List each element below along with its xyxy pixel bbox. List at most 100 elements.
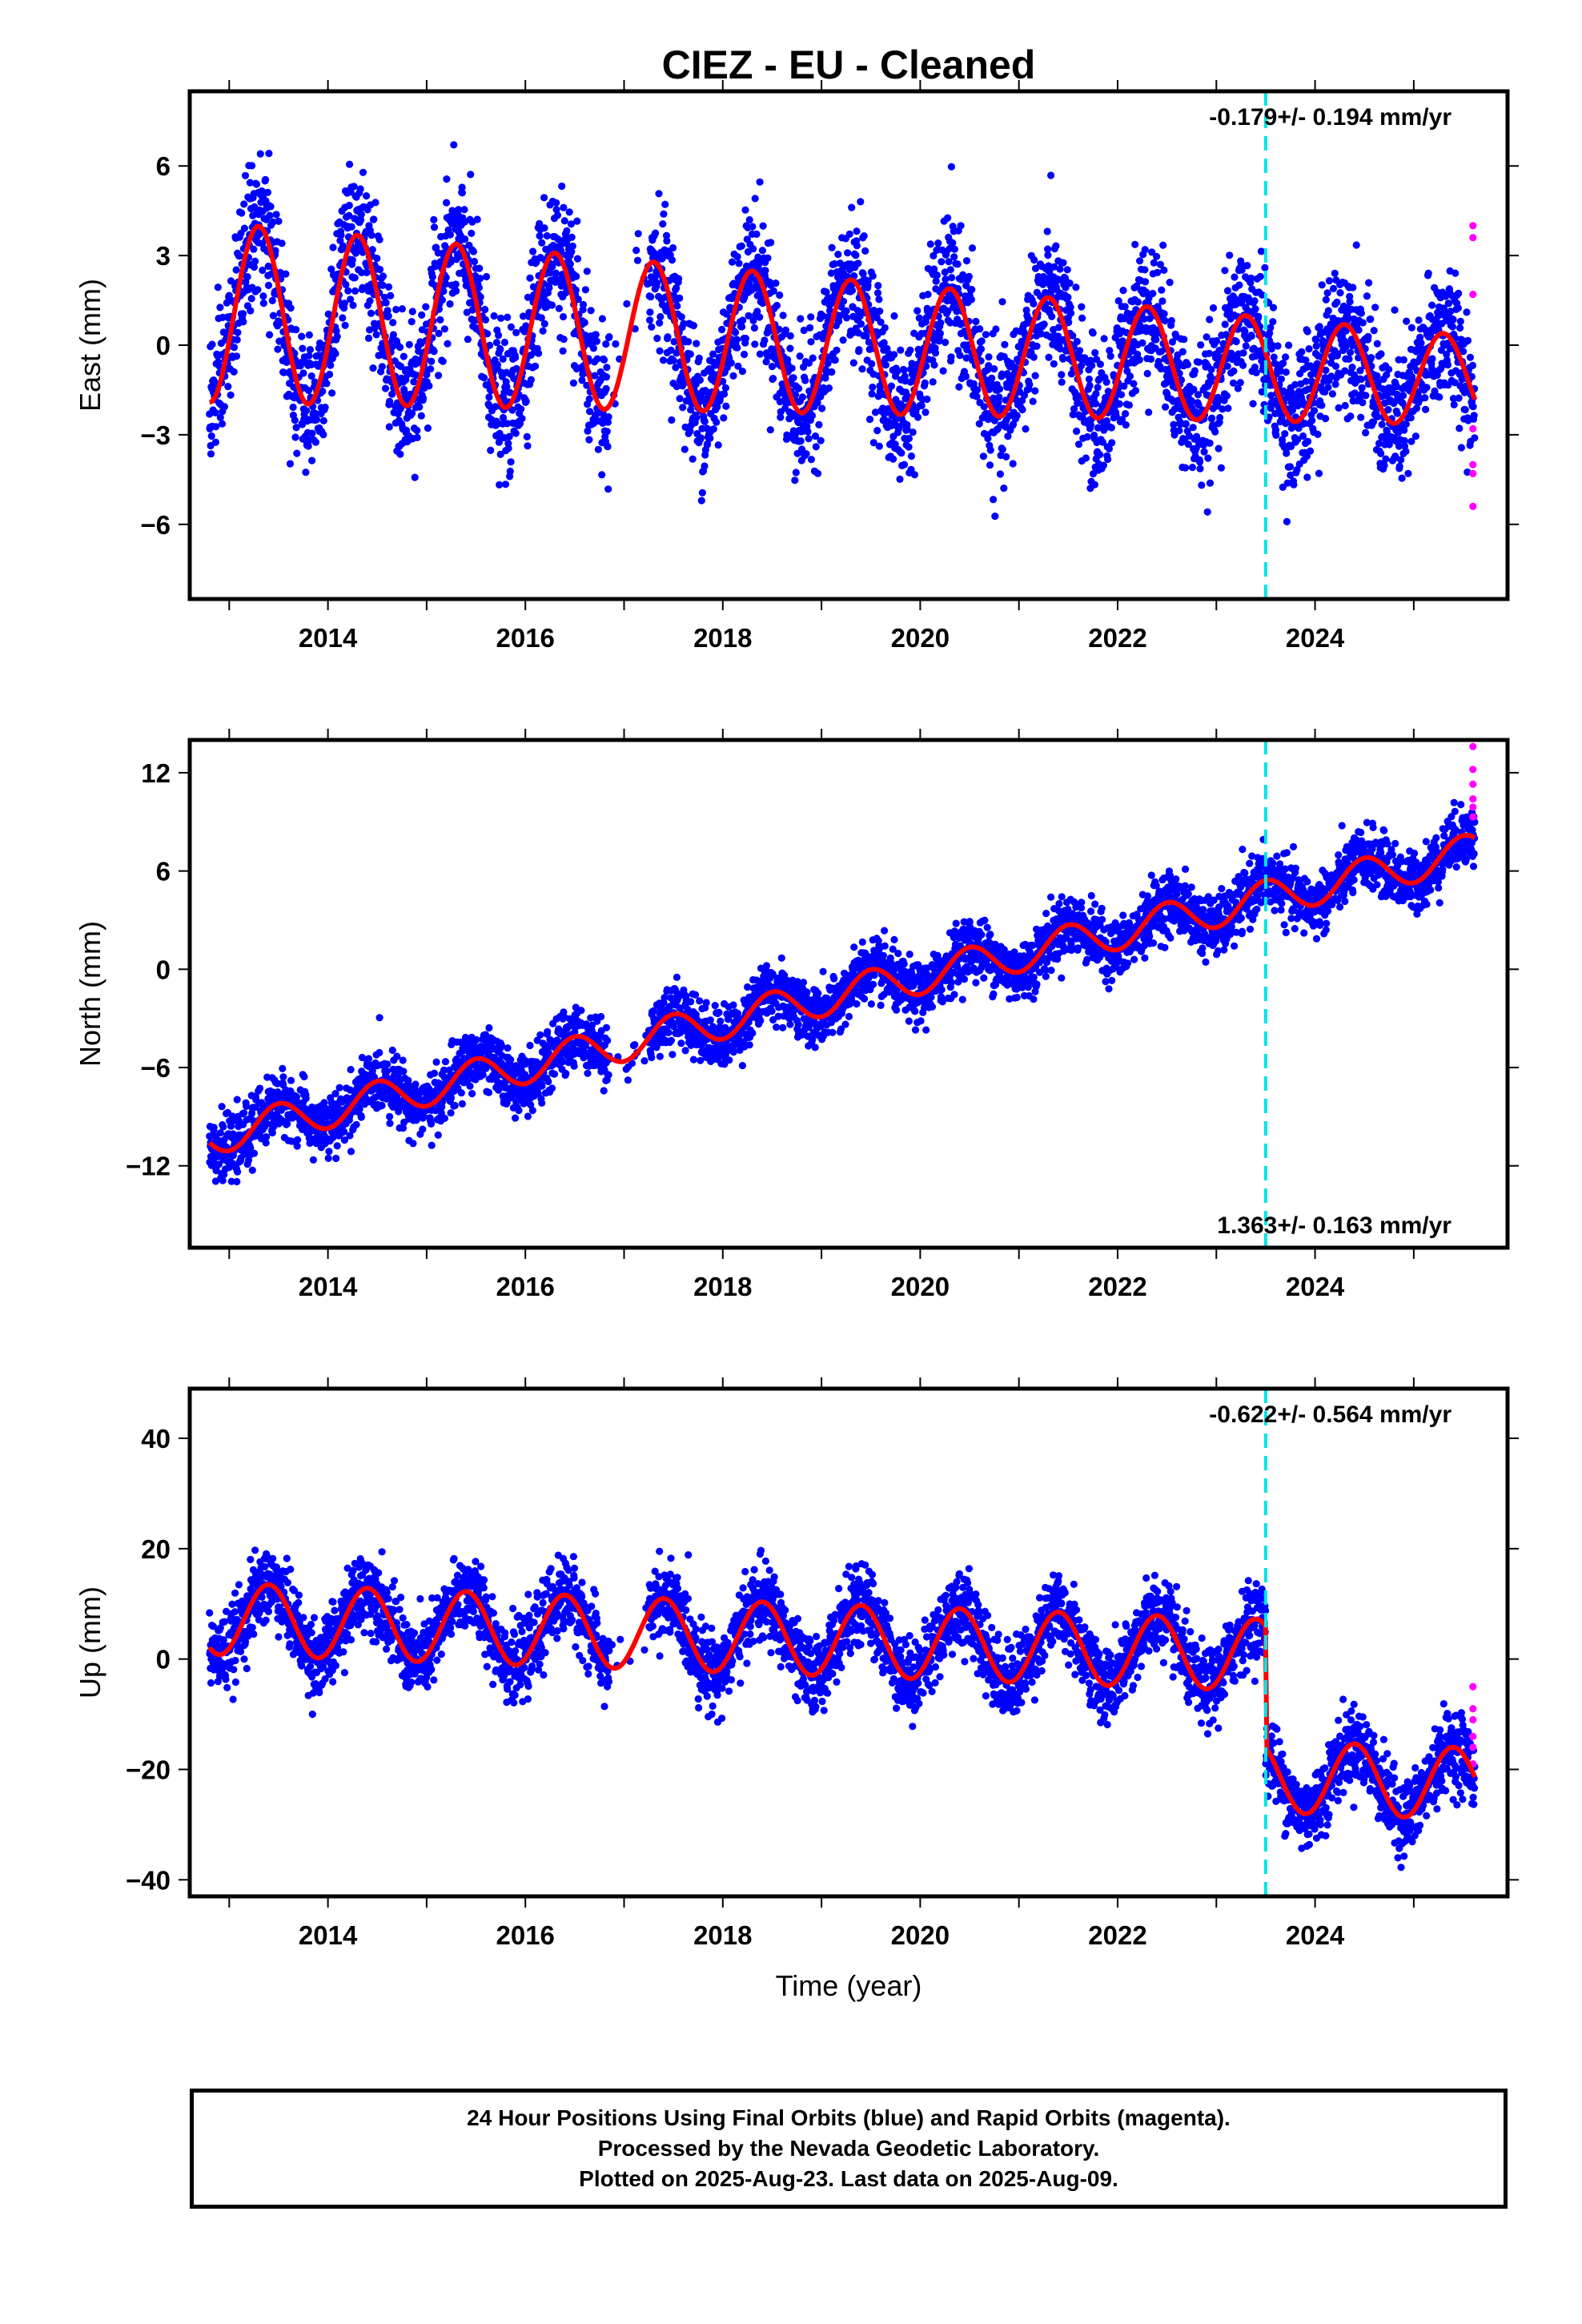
data-point xyxy=(262,1139,270,1147)
data-point xyxy=(634,230,642,238)
data-point xyxy=(738,368,747,376)
data-point xyxy=(834,251,842,259)
data-point xyxy=(623,300,631,308)
data-point xyxy=(395,1108,403,1116)
data-point xyxy=(673,283,681,292)
data-point xyxy=(583,267,591,275)
data-point xyxy=(1108,439,1116,447)
data-point xyxy=(348,256,356,264)
data-point xyxy=(955,383,963,391)
data-point xyxy=(857,320,865,328)
data-point xyxy=(392,305,400,314)
data-point xyxy=(758,247,767,255)
data-point xyxy=(332,1154,340,1163)
data-point xyxy=(1428,355,1436,363)
data-point xyxy=(543,231,551,240)
data-point xyxy=(1206,439,1214,448)
data-point xyxy=(496,480,504,489)
data-point xyxy=(1195,401,1203,409)
data-point xyxy=(1211,428,1219,436)
data-point xyxy=(802,450,810,458)
data-point xyxy=(393,1052,401,1060)
data-point xyxy=(1358,384,1366,392)
data-point xyxy=(375,1014,383,1022)
data-point xyxy=(430,348,438,356)
data-point xyxy=(852,251,860,259)
data-point xyxy=(849,359,857,367)
data-point xyxy=(1282,368,1290,376)
data-point xyxy=(761,336,769,344)
data-point xyxy=(776,291,784,300)
data-point xyxy=(259,300,267,308)
data-point xyxy=(1461,406,1469,414)
data-point xyxy=(492,339,501,347)
y-tick-label: 0 xyxy=(156,331,171,360)
data-point xyxy=(813,399,821,407)
data-point xyxy=(737,242,745,250)
data-point xyxy=(289,403,297,412)
data-point xyxy=(985,353,993,361)
data-point xyxy=(308,429,316,437)
data-point xyxy=(686,427,694,435)
data-point xyxy=(1040,320,1048,328)
data-point xyxy=(427,1120,436,1128)
data-point xyxy=(786,344,794,352)
data-point xyxy=(875,296,883,304)
data-point xyxy=(420,1112,428,1120)
data-point xyxy=(1435,393,1443,401)
data-point xyxy=(1411,432,1419,440)
data-point xyxy=(1241,328,1249,336)
data-point xyxy=(1315,323,1323,331)
data-point xyxy=(1324,307,1332,315)
data-point xyxy=(647,293,655,301)
data-point xyxy=(357,211,365,219)
data-point xyxy=(1203,508,1211,516)
data-point xyxy=(753,308,761,316)
data-point xyxy=(1184,440,1192,448)
data-point xyxy=(578,376,586,384)
data-point xyxy=(424,424,432,432)
data-point xyxy=(351,287,359,295)
data-point xyxy=(400,388,408,396)
data-point xyxy=(673,302,681,310)
data-point xyxy=(250,245,258,253)
data-point xyxy=(1182,464,1190,472)
data-point xyxy=(211,408,219,416)
data-point xyxy=(1355,354,1363,362)
data-point xyxy=(1282,353,1290,361)
data-point xyxy=(1166,279,1174,287)
data-point xyxy=(815,420,823,429)
data-point xyxy=(1063,266,1071,274)
data-point xyxy=(220,1171,228,1179)
data-point xyxy=(1251,305,1259,313)
data-point xyxy=(410,378,418,386)
data-point xyxy=(1167,316,1175,325)
data-point xyxy=(1384,406,1392,414)
data-point xyxy=(397,363,405,371)
data-point xyxy=(972,317,980,326)
data-point xyxy=(1404,469,1412,477)
data-point xyxy=(503,420,511,428)
data-point xyxy=(975,420,983,428)
data-point xyxy=(238,209,246,217)
data-point xyxy=(697,497,705,505)
data-point xyxy=(962,372,970,380)
data-point xyxy=(1074,399,1082,407)
data-point xyxy=(1357,376,1365,384)
data-point xyxy=(1052,242,1060,250)
data-point xyxy=(1115,400,1123,408)
data-point xyxy=(1249,400,1257,408)
data-point xyxy=(1323,289,1331,297)
data-point xyxy=(701,462,709,470)
data-point xyxy=(954,260,962,268)
data-point xyxy=(352,1120,360,1128)
data-point xyxy=(1094,384,1102,392)
data-point xyxy=(241,171,250,179)
data-point xyxy=(962,257,971,265)
data-point xyxy=(862,332,870,340)
data-point xyxy=(1367,315,1375,324)
rapid-point xyxy=(1469,502,1477,511)
data-point xyxy=(1121,303,1129,311)
data-point xyxy=(1417,339,1425,347)
data-point xyxy=(1037,330,1045,338)
